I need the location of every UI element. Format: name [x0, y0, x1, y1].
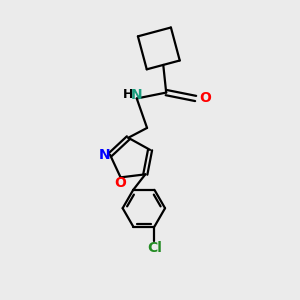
Text: H: H [122, 88, 133, 101]
Text: O: O [200, 92, 211, 106]
Text: O: O [115, 176, 127, 190]
Text: Cl: Cl [147, 241, 162, 255]
Text: N: N [99, 148, 111, 162]
Text: N: N [131, 88, 142, 102]
